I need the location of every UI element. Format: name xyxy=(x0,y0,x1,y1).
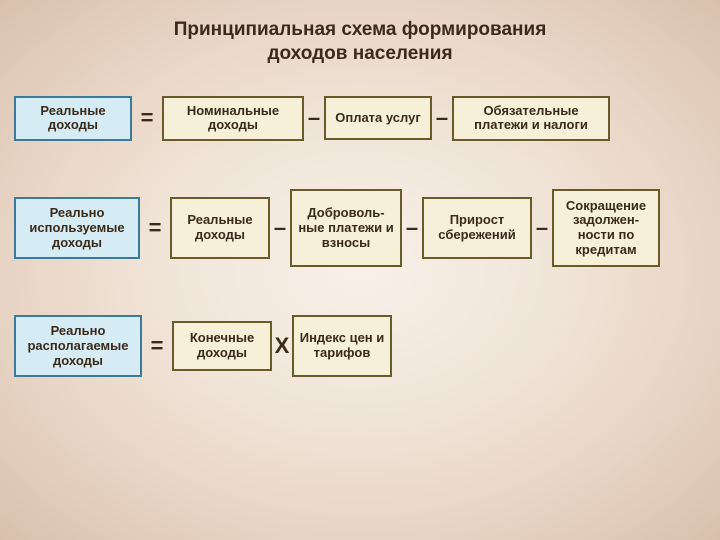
equation-term-box: Доброволь-ные платежи и взносы xyxy=(290,189,402,267)
minus-operator: – xyxy=(532,215,552,241)
equation-term-box: Оплата услуг xyxy=(324,96,432,140)
diagram-title: Принципиальная схема формирования доходо… xyxy=(0,0,720,66)
multiply-operator: X xyxy=(272,333,292,359)
diagram-body: Реальные доходы=Номинальные доходы–Оплат… xyxy=(0,66,720,378)
equals-operator: = xyxy=(140,215,170,241)
equals-operator: = xyxy=(142,333,172,359)
equation-term-box: Индекс цен и тарифов xyxy=(292,315,392,377)
equation-lhs-box: Реально располагаемые доходы xyxy=(14,315,142,377)
minus-operator: – xyxy=(432,105,452,131)
title-line-2: доходов населения xyxy=(0,42,720,66)
equation-row: Реально используемые доходы=Реальные дох… xyxy=(14,189,706,267)
minus-operator: – xyxy=(304,105,324,131)
title-line-1: Принципиальная схема формирования xyxy=(0,18,720,42)
equation-term-box: Конечные доходы xyxy=(172,321,272,371)
minus-operator: – xyxy=(402,215,422,241)
equation-row: Реально располагаемые доходы=Конечные до… xyxy=(14,315,706,377)
equation-lhs-box: Реально используемые доходы xyxy=(14,197,140,259)
minus-operator: – xyxy=(270,215,290,241)
equation-row: Реальные доходы=Номинальные доходы–Оплат… xyxy=(14,96,706,142)
equation-term-box: Номинальные доходы xyxy=(162,96,304,142)
equation-lhs-box: Реальные доходы xyxy=(14,96,132,142)
equation-term-box: Прирост сбережений xyxy=(422,197,532,259)
equation-term-box: Обязательные платежи и налоги xyxy=(452,96,610,142)
equation-term-box: Сокращение задолжен-ности по кредитам xyxy=(552,189,660,267)
equals-operator: = xyxy=(132,105,162,131)
equation-term-box: Реальные доходы xyxy=(170,197,270,259)
